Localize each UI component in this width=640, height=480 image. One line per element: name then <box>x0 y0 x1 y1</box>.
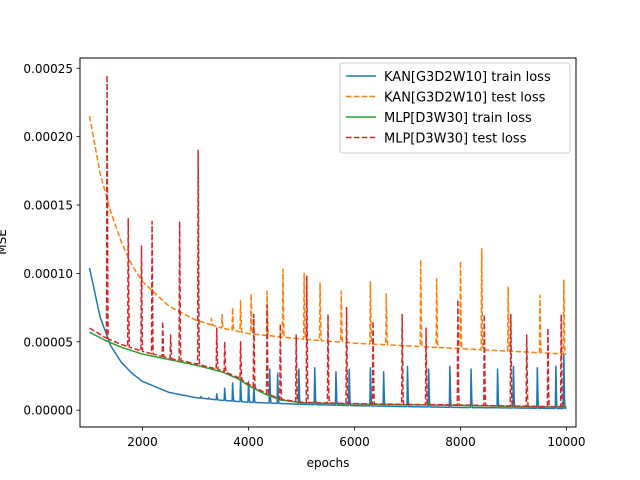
x-axis-ticks: 2000 4000 6000 8000 10000 <box>127 427 586 449</box>
y-tick-label: 0.00025 <box>23 62 73 76</box>
y-tick-label: 0.00015 <box>23 199 73 213</box>
y-axis-label: MSE <box>0 229 9 255</box>
y-tick-label: 0.00005 <box>23 335 73 349</box>
y-axis-ticks: 0.00000 0.00005 0.00010 0.00015 0.00020 0.000… <box>23 62 80 418</box>
legend-label: KAN[G3D2W10] train loss <box>384 70 551 85</box>
legend-box <box>339 62 571 154</box>
x-tick-label: 2000 <box>127 435 158 449</box>
legend-label: MLP[D3W30] train loss <box>384 111 532 126</box>
series-line-1 <box>88 267 567 410</box>
y-tick-label: 0.00000 <box>23 404 73 418</box>
x-axis-label: epochs <box>307 456 350 470</box>
x-tick-label: 4000 <box>233 435 264 449</box>
y-tick-label: 0.00010 <box>23 267 73 281</box>
legend-label: MLP[D3W30] test loss <box>384 132 527 147</box>
legend-label: KAN[G3D2W10] test loss <box>384 91 546 106</box>
plot-area <box>88 74 567 410</box>
x-tick-label: 6000 <box>339 435 370 449</box>
x-tick-label: 8000 <box>445 435 476 449</box>
axes-frame <box>79 57 577 428</box>
series-line-2 <box>88 115 567 355</box>
x-tick-label: 10000 <box>547 435 585 449</box>
series-line-4 <box>89 74 567 408</box>
legend: KAN[G3D2W10] train loss KAN[G3D2W10] test… <box>339 62 571 154</box>
y-tick-label: 0.00020 <box>23 130 73 144</box>
